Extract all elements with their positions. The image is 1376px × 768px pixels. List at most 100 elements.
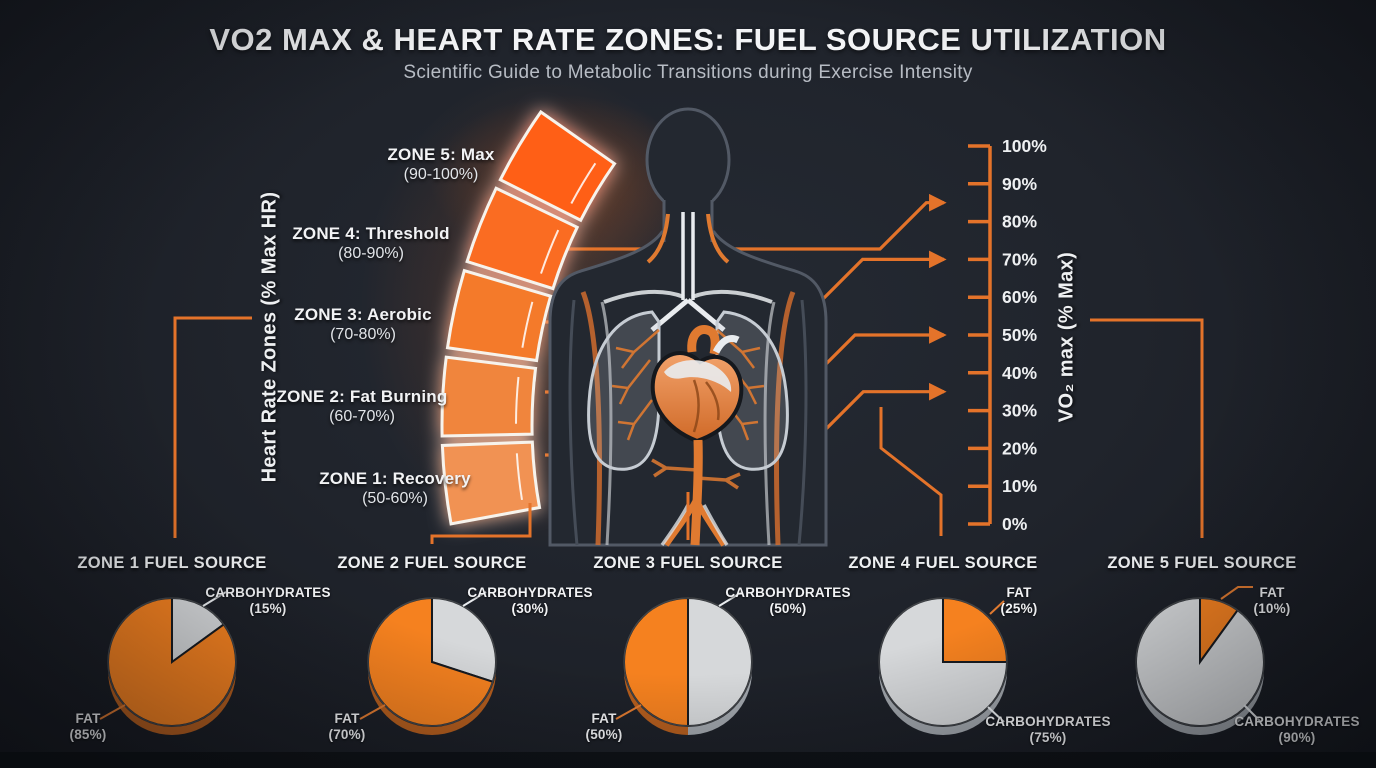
neck xyxy=(664,196,712,242)
pie2-fat-label: FAT (70%) xyxy=(328,711,365,742)
pie-slice-carbohydrates xyxy=(1135,596,1265,727)
slice-label: CARBOHYDRATES xyxy=(467,585,593,600)
pie5-fat-label: FAT (10%) xyxy=(1253,585,1290,616)
zone-4-range: (80-90%) xyxy=(338,245,404,262)
slice-label: FAT xyxy=(334,711,360,726)
page-subtitle: Scientific Guide to Metabolic Transition… xyxy=(403,62,973,83)
hr-zone-segment-inner-line xyxy=(521,301,534,348)
zone-3-name: ZONE 3: Aerobic xyxy=(294,305,432,324)
slice-label: CARBOHYDRATES xyxy=(205,585,331,600)
pie-title-zone-2: ZONE 2 FUEL SOURCE xyxy=(337,554,527,572)
zone-2-name: ZONE 2: Fat Burning xyxy=(276,387,448,406)
pie-title-zone-4: ZONE 4 FUEL SOURCE xyxy=(848,554,1038,572)
pie-slice-carbohydrates xyxy=(687,596,753,728)
pie3-carbs-label: CARBOHYDRATES (50%) xyxy=(725,585,850,616)
pie-title-zone-3: ZONE 3 FUEL SOURCE xyxy=(593,554,783,572)
vo2-tick-label: 60% xyxy=(1002,287,1037,307)
pie-label-leader xyxy=(99,704,126,720)
pie-outline xyxy=(623,597,753,727)
slice-value: (50%) xyxy=(769,600,807,616)
pie-slice-carbohydrates xyxy=(431,596,497,684)
pie-slice-carbohydrates xyxy=(878,596,1009,727)
slice-label: CARBOHYDRATES xyxy=(1234,714,1360,729)
side-veins xyxy=(600,301,776,546)
pie-outline xyxy=(367,597,497,727)
slice-value: (10%) xyxy=(1253,600,1291,616)
heart-atrium-highlight xyxy=(664,360,732,392)
pie-label-leader xyxy=(615,704,642,720)
pie1-carbs-label: CARBOHYDRATES (15%) xyxy=(205,585,330,616)
pie3-fat-label: FAT (50%) xyxy=(585,711,622,742)
aortic-arch xyxy=(687,325,720,355)
zone-1-label: ZONE 1: Recovery (50-60%) xyxy=(319,469,471,508)
slice-label: CARBOHYDRATES xyxy=(725,585,851,600)
pie-slice-carbohydrates xyxy=(171,596,226,664)
slice-value: (70%) xyxy=(328,726,366,742)
descending-aorta xyxy=(690,439,703,546)
clavicles xyxy=(603,289,773,304)
page-title: VO2 MAX & HEART RATE ZONES: FUEL SOURCE … xyxy=(209,22,1167,57)
hr-zone-segment-inner-line xyxy=(570,162,597,204)
pie5-carbs-label: CARBOHYDRATES (90%) xyxy=(1234,714,1359,745)
vo2-tick-label: 10% xyxy=(1002,476,1037,496)
pie-outline xyxy=(1135,597,1265,727)
zone1-pie-connector xyxy=(173,316,252,538)
femoral-veins xyxy=(660,504,729,547)
zone-2-range: (60-70%) xyxy=(329,408,395,425)
vo2-tick-label: 90% xyxy=(1002,174,1037,194)
pie-slice-fat xyxy=(107,596,237,727)
arm-lines xyxy=(568,299,808,546)
right-lung xyxy=(715,310,789,471)
pie-slice-fat xyxy=(942,596,1009,663)
zone-5-name: ZONE 5: Max xyxy=(387,145,495,164)
vo2-tick-label: 70% xyxy=(1002,249,1037,269)
bottom-shade xyxy=(0,752,1376,768)
zone-4-name: ZONE 4: Threshold xyxy=(292,224,450,243)
zone5-pie-connector xyxy=(1090,318,1204,538)
hr-zone-segment-5 xyxy=(498,109,617,223)
heart-creases xyxy=(692,379,720,433)
slice-label: FAT xyxy=(1259,585,1285,600)
slice-label: FAT xyxy=(1006,585,1032,600)
pie-label-leader xyxy=(462,591,487,607)
slice-value: (75%) xyxy=(1029,729,1067,745)
hr-zone-segment-inner-line xyxy=(540,229,560,274)
slice-value: (90%) xyxy=(1278,729,1316,745)
pie-outline xyxy=(878,597,1008,727)
pie-label-leader xyxy=(718,591,743,607)
left-bronchial-tree xyxy=(611,329,660,441)
pie-label-leader xyxy=(202,591,227,607)
vo2-tick-label: 100% xyxy=(1002,136,1047,156)
pie-connectors xyxy=(173,316,1204,544)
vo2-tick-label: 0% xyxy=(1002,514,1028,534)
vo2-tick-label: 40% xyxy=(1002,363,1037,383)
vo2-tick-label: 20% xyxy=(1002,438,1037,458)
vo2-scale-axis: 100% 90% 80% 70% 60% 50% 40% 30% 20% 10% 0% xyxy=(968,136,1047,534)
slice-value: (50%) xyxy=(585,726,623,742)
neck-arteries xyxy=(646,213,730,264)
pulmonary-vessel xyxy=(712,335,740,354)
vo2-tick-label: 30% xyxy=(1002,401,1037,421)
side-arteries xyxy=(580,291,796,546)
zone-2-label: ZONE 2: Fat Burning (60-70%) xyxy=(277,387,448,426)
zone-3-range: (70-80%) xyxy=(330,326,396,343)
zone-1-name: ZONE 1: Recovery xyxy=(319,469,471,488)
pie4-carbs-label: CARBOHYDRATES (75%) xyxy=(985,714,1110,745)
slice-label: CARBOHYDRATES xyxy=(985,714,1111,729)
pie-outline xyxy=(107,597,237,727)
hr-zone-segment-inner-line xyxy=(515,453,523,501)
vo2-axis-label: VO₂ max (% Max) xyxy=(1055,251,1078,423)
pie4-fat-label: FAT (25%) xyxy=(1000,585,1037,616)
slice-label: FAT xyxy=(75,711,101,726)
heart-rate-zone-gauge xyxy=(440,109,617,526)
hr-zone-segment-inner-line xyxy=(515,376,520,424)
zone-5-range: (90-100%) xyxy=(403,166,479,183)
slice-value: (85%) xyxy=(69,726,107,742)
pie-label-leader xyxy=(359,704,386,720)
hr-zone-segment-4 xyxy=(465,186,580,291)
zone-5-label: ZONE 5: Max (90-100%) xyxy=(387,145,494,184)
pie-title-zone-1: ZONE 1 FUEL SOURCE xyxy=(77,554,267,572)
zone-1-range: (50-60%) xyxy=(362,490,428,507)
left-lung xyxy=(587,310,661,471)
pie-slice-fat xyxy=(623,596,689,728)
